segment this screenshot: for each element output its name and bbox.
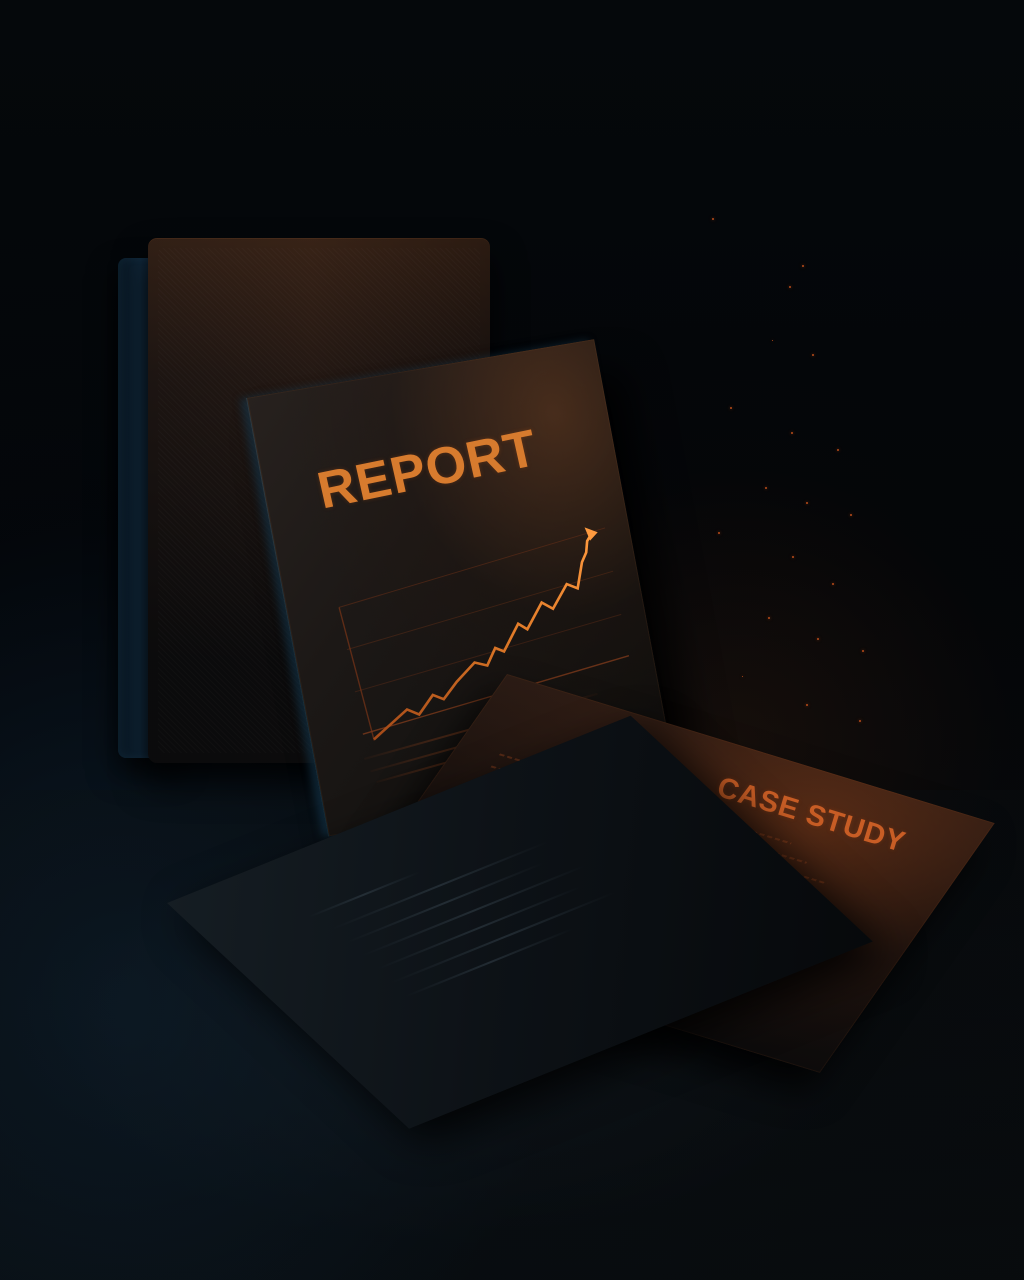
chart-gridline	[354, 613, 622, 693]
dust-particle	[742, 676, 743, 677]
text-line	[405, 927, 575, 997]
dust-particle	[862, 650, 864, 652]
blurred-text-lines	[307, 819, 702, 1059]
rising-trend-line	[373, 532, 593, 741]
dust-particle	[792, 556, 794, 558]
report-document: REPORT	[246, 339, 677, 837]
dust-particle	[859, 720, 861, 722]
dust-particle	[806, 502, 808, 504]
dust-particle	[789, 286, 791, 288]
dust-particle	[718, 532, 720, 534]
dust-particle	[806, 704, 808, 706]
dust-particle	[817, 638, 819, 640]
dust-particle	[712, 218, 714, 220]
chart-gridline	[338, 527, 606, 608]
text-line	[361, 864, 587, 957]
text-line	[307, 871, 421, 918]
dust-particle	[812, 354, 814, 356]
dust-particle	[837, 449, 839, 451]
dust-particle	[772, 340, 773, 341]
text-line	[391, 891, 616, 984]
dust-particle	[832, 583, 834, 585]
trend-arrow-icon	[584, 527, 598, 541]
dust-particle	[768, 617, 770, 619]
dust-particle	[730, 407, 732, 409]
dust-particle	[791, 432, 793, 434]
report-line-chart	[338, 527, 630, 741]
chart-y-axis	[338, 607, 375, 741]
dust-particle	[850, 514, 852, 516]
text-line	[332, 841, 548, 930]
dust-particle	[765, 487, 767, 489]
dust-particle	[802, 265, 804, 267]
